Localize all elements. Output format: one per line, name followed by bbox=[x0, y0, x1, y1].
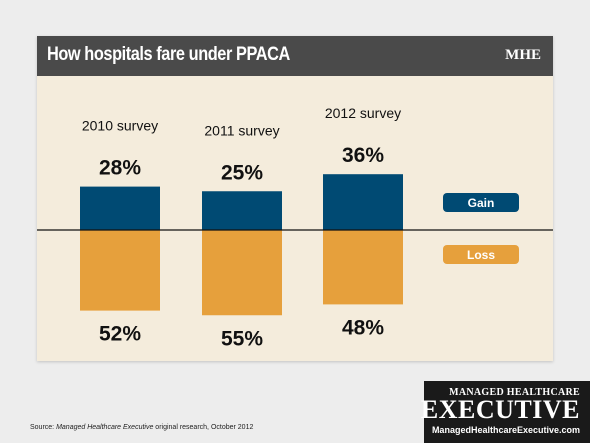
gain-value-label-2: 25% bbox=[221, 161, 263, 184]
gain-bar-2 bbox=[202, 191, 282, 230]
source-note: Source: Managed Healthcare Executive ori… bbox=[30, 424, 253, 431]
legend-loss-label: Loss bbox=[467, 248, 495, 262]
chart-frame: How hospitals fare under PPACA MHE 2010 … bbox=[37, 36, 553, 361]
brand-logo: Managed Healthcare Executive ManagedHeal… bbox=[420, 381, 590, 443]
gain-value-label-3: 36% bbox=[342, 144, 384, 167]
category-label-2: 2011 survey bbox=[204, 122, 279, 138]
loss-bar-2 bbox=[202, 230, 282, 316]
bar-chart: 2010 survey 28% 52% 2011 survey 25% 55% 2012 s… bbox=[37, 105, 553, 350]
gain-value-label-1: 28% bbox=[99, 157, 141, 180]
chart-header: How hospitals fare under PPACA MHE bbox=[37, 36, 553, 76]
brand-line1: Managed Healthcare bbox=[449, 387, 580, 398]
legend-loss-swatch bbox=[443, 245, 519, 264]
category-label-1: 2010 survey bbox=[82, 118, 158, 134]
source-publication: Managed Healthcare Executive bbox=[56, 424, 154, 431]
loss-bar-3 bbox=[323, 230, 403, 305]
loss-bar-1 bbox=[80, 230, 160, 311]
brand-line2: Executive bbox=[420, 395, 580, 424]
source-prefix: Source: bbox=[30, 424, 57, 431]
source-suffix: original research, October 2012 bbox=[153, 424, 254, 431]
legend-gain-label: Gain bbox=[468, 196, 495, 210]
gain-bar-1 bbox=[80, 186, 160, 230]
loss-value-label-3: 48% bbox=[342, 316, 384, 339]
mhe-logo: MHE bbox=[505, 47, 541, 63]
chart-title: How hospitals fare under PPACA bbox=[47, 44, 290, 65]
legend-gain-swatch bbox=[443, 193, 519, 212]
loss-value-label-1: 52% bbox=[99, 323, 141, 346]
category-label-3: 2012 survey bbox=[325, 105, 401, 121]
brand-url: ManagedHealthcareExecutive.com bbox=[431, 425, 580, 435]
gain-bar-3 bbox=[323, 174, 403, 230]
loss-value-label-2: 55% bbox=[221, 327, 263, 350]
